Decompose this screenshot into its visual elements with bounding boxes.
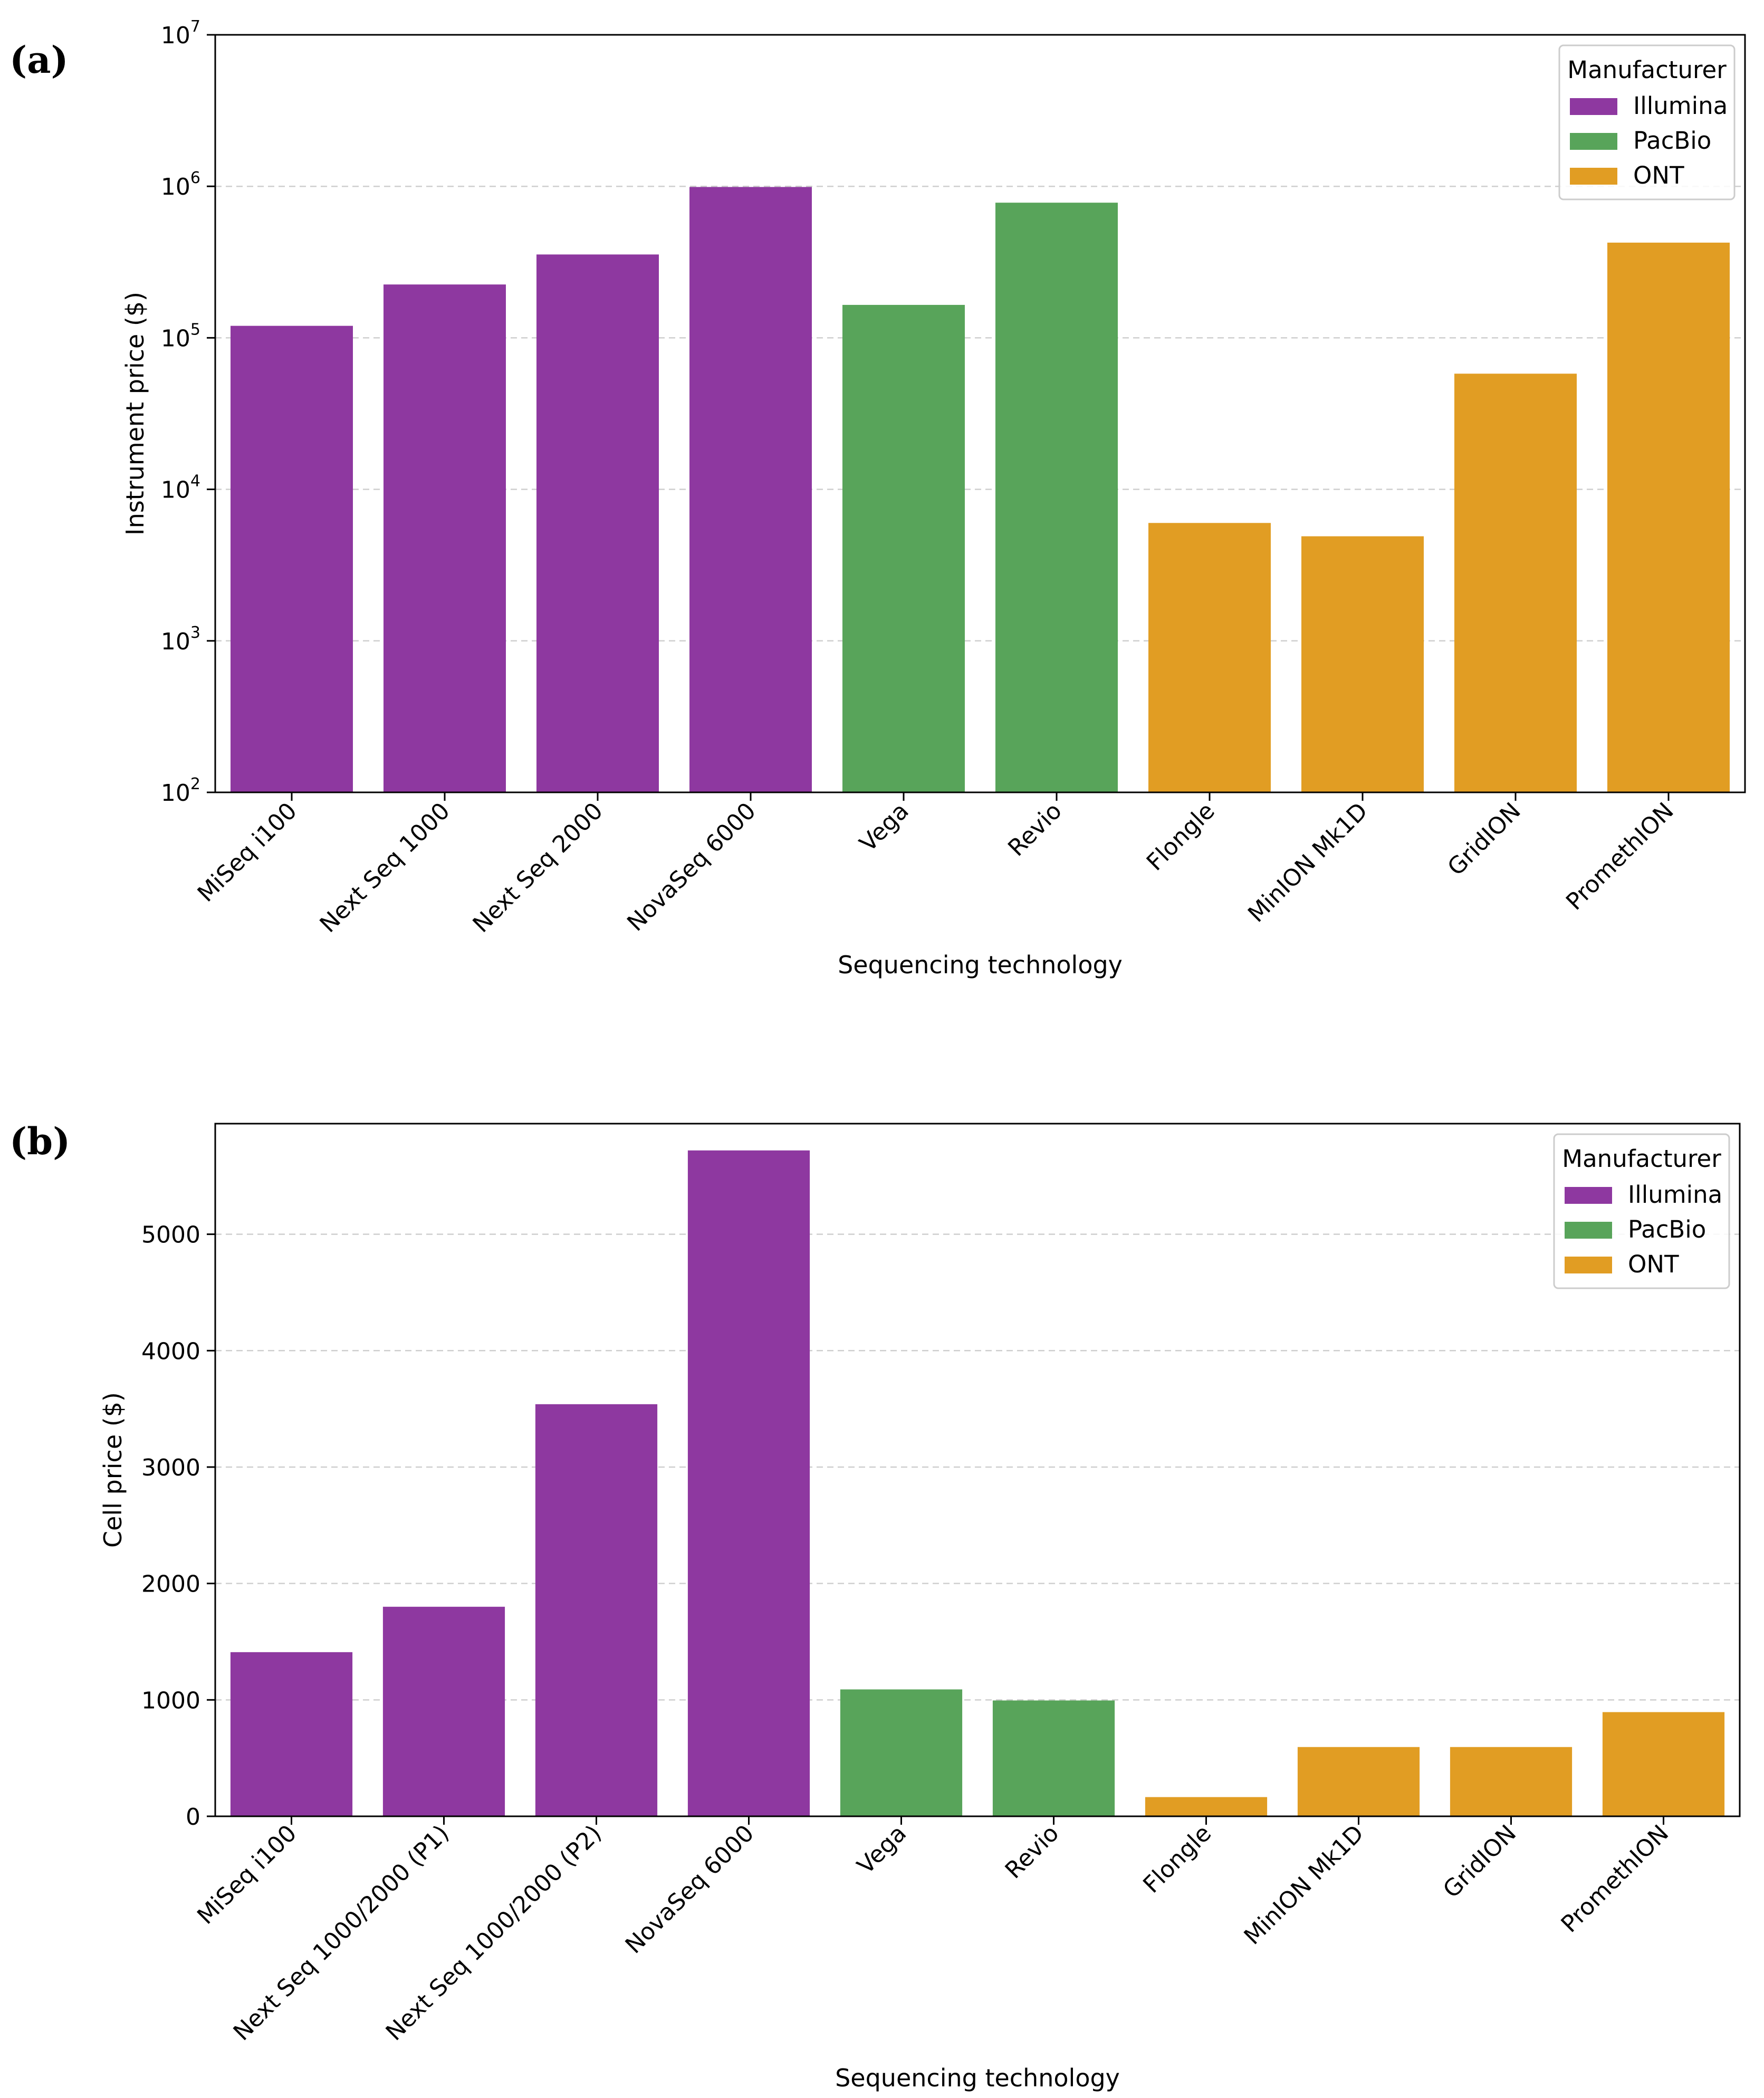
bar-promethion	[1607, 242, 1730, 792]
y-tick-label: 0	[186, 1804, 200, 1831]
panel-label: (a)	[9, 38, 69, 82]
legend-swatch-illumina	[1565, 1187, 1612, 1204]
x-tick-label: PromethION	[1561, 798, 1679, 916]
y-tick-label: 105	[161, 320, 200, 352]
y-tick-label-base: 10	[161, 325, 190, 352]
x-tick-label: Next Seq 2000	[468, 798, 608, 938]
legend-swatch-illumina	[1570, 98, 1617, 115]
legend-box	[1553, 1133, 1730, 1289]
y-gridlines	[215, 1233, 1740, 1701]
legend-label-illumina: Illumina	[1628, 1181, 1722, 1209]
legend-swatch-ont	[1570, 168, 1617, 185]
bar-promethion	[1602, 1712, 1725, 1816]
y-tick-label: 102	[161, 775, 200, 807]
y-tick-label-exponent: 2	[190, 775, 200, 793]
y-tick-label: 4000	[141, 1338, 200, 1365]
legend-label-illumina: Illumina	[1633, 92, 1728, 120]
bar-novaseq-6000	[689, 187, 812, 792]
bar-revio	[995, 203, 1118, 792]
bar-next-seq-1000	[384, 284, 506, 792]
y-tick-label-exponent: 3	[190, 624, 200, 642]
bar-miseq-i100	[231, 325, 353, 792]
x-axis-title: Sequencing technology	[835, 2064, 1120, 2092]
x-tick-label: Next Seq 1000	[315, 798, 455, 938]
y-axis: 0 1000 2000 3000 4000 5000	[141, 1222, 215, 1831]
legend-label-ont: ONT	[1633, 161, 1684, 189]
legend-title: Manufacturer	[1562, 1145, 1721, 1173]
y-tick-label: 3000	[141, 1454, 200, 1481]
y-tick-label: 103	[161, 624, 200, 655]
bar-flongle	[1148, 523, 1271, 792]
bar-flongle	[1145, 1797, 1268, 1816]
legend-label-pacbio: PacBio	[1628, 1215, 1706, 1243]
x-tick-label: Flongle	[1142, 798, 1220, 876]
y-tick-label-base: 10	[161, 780, 190, 807]
x-axis: MiSeq i100 Next Seq 1000 Next Seq 2000 Nova…	[193, 792, 1679, 938]
y-axis-title: Instrument price ($)	[121, 292, 149, 535]
legend-swatch-ont	[1565, 1257, 1612, 1273]
y-tick-label-base: 10	[161, 22, 190, 49]
bar-next-seq-1000-2000-p1	[382, 1606, 505, 1816]
x-tick-label: Revio	[1003, 798, 1067, 862]
x-tick-label: Revio	[1000, 1820, 1065, 1884]
y-tick-label-base: 10	[161, 174, 190, 200]
y-tick-label: 107	[161, 17, 200, 49]
plot-frame	[214, 1123, 1741, 1817]
x-tick-label: NovaSeq 6000	[622, 798, 761, 937]
y-tick-label: 106	[161, 169, 200, 200]
x-tick-label: NovaSeq 6000	[620, 1820, 760, 1959]
legend-swatch-pacbio	[1570, 133, 1617, 150]
y-tick-label-exponent: 6	[190, 169, 200, 187]
y-tick-label-exponent: 7	[190, 17, 200, 36]
panel-label: (b)	[9, 1119, 70, 1163]
y-tick-label: 104	[161, 472, 200, 504]
bar-minion-mk1d	[1301, 536, 1424, 792]
y-tick-label-exponent: 4	[190, 472, 200, 491]
y-tick-label-exponent: 5	[190, 320, 200, 339]
x-tick-label: Flongle	[1138, 1820, 1216, 1899]
x-tick-label: GridION	[1438, 1820, 1521, 1903]
bars	[231, 187, 1730, 793]
bar-next-seq-1000-2000-p2	[535, 1404, 658, 1816]
legend-swatch-pacbio	[1565, 1222, 1612, 1239]
x-tick-label: MinION Mk1D	[1243, 798, 1373, 928]
y-tick-label-base: 10	[161, 477, 190, 504]
bars	[230, 1150, 1725, 1816]
legend: Manufacturer Illumina PacBio ONT	[1553, 1133, 1730, 1289]
y-tick-label: 5000	[141, 1222, 200, 1249]
bar-revio	[992, 1700, 1115, 1816]
x-tick-label: Vega	[855, 798, 914, 857]
y-tick-label: 1000	[141, 1687, 200, 1714]
bar-gridion	[1450, 1747, 1573, 1816]
x-tick-label: GridION	[1442, 798, 1526, 881]
bar-miseq-i100	[230, 1652, 353, 1816]
bar-vega	[842, 304, 965, 792]
x-axis-title: Sequencing technology	[838, 951, 1123, 979]
bar-gridion	[1454, 373, 1577, 792]
bar-minion-mk1d	[1297, 1747, 1420, 1816]
x-tick-label: PromethION	[1556, 1820, 1674, 1938]
legend-label-pacbio: PacBio	[1633, 127, 1711, 155]
bar-novaseq-6000	[687, 1150, 810, 1816]
legend: Manufacturer Illumina PacBio ONT	[1558, 44, 1736, 200]
x-tick-label: MiSeq i100	[193, 798, 302, 907]
bar-vega	[840, 1689, 963, 1816]
x-tick-label: Vega	[852, 1820, 912, 1880]
plot-frame	[214, 34, 1746, 793]
x-tick-label: MinION Mk1D	[1239, 1820, 1369, 1950]
legend-box	[1558, 44, 1736, 200]
bar-next-seq-2000	[536, 254, 659, 793]
x-tick-label: MiSeq i100	[192, 1820, 302, 1930]
y-tick-label: 2000	[141, 1571, 200, 1598]
legend-title: Manufacturer	[1567, 56, 1727, 84]
y-axis-title: Cell price ($)	[99, 1392, 127, 1548]
y-tick-label-base: 10	[161, 628, 190, 655]
legend-label-ont: ONT	[1628, 1250, 1679, 1278]
